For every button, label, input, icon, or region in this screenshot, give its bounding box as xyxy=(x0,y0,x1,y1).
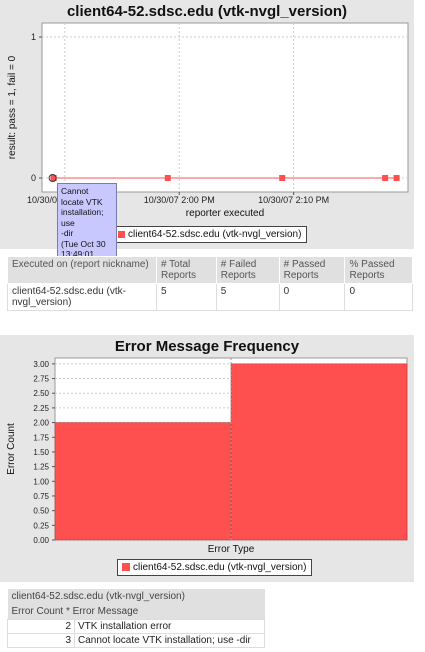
error-table-row: 2 VTK installation error xyxy=(7,619,265,634)
legend-label: client64-52.sdsc.edu (vtk-nvgl_version) xyxy=(128,229,302,240)
error-count-cell: 2 xyxy=(7,619,75,634)
tooltip-line: locate VTK xyxy=(61,196,103,207)
summary-cell: 0 xyxy=(344,283,413,311)
summary-cell: client64-52.sdsc.edu (vtk-nvgl_version) xyxy=(7,283,157,311)
bar xyxy=(230,363,408,541)
error-table-row: 3 Cannot locate VTK installation; use -di… xyxy=(7,633,265,648)
y-tick-label: 2.25 xyxy=(33,404,49,413)
y-tick-label: 0.75 xyxy=(33,492,49,501)
result-chart-legend: client64-52.sdsc.edu (vtk-nvgl_version) xyxy=(113,226,308,243)
legend-swatch xyxy=(122,563,130,572)
error-chart-title: Error Message Frequency xyxy=(114,338,300,355)
summary-table: Executed on (report nickname) # Total Rep… xyxy=(7,256,413,311)
y-tick-label: 2.00 xyxy=(33,419,49,428)
data-point xyxy=(164,175,171,181)
y-tick-label: 0.00 xyxy=(33,536,49,545)
error-frequency-panel: Error Message Frequency 0.00 0.25 0.50 0.75… xyxy=(0,335,414,582)
bar xyxy=(54,422,232,541)
error-chart-legend: client64-52.sdsc.edu (vtk-nvgl_version) xyxy=(117,559,313,576)
y-tick-label: 2.75 xyxy=(33,375,49,384)
tooltip-line: Cannot xyxy=(61,186,89,196)
x-axis-label: reporter executed xyxy=(186,208,264,219)
x-tick-label: 10/30/07 2:00 PM xyxy=(144,195,215,205)
data-point xyxy=(279,175,286,181)
y-tick-label: 1.75 xyxy=(33,433,49,442)
cursor-hand-icon xyxy=(48,174,57,182)
legend-label: client64-52.sdsc.edu (vtk-nvgl_version) xyxy=(133,562,307,573)
result-chart-title: client64-52.sdsc.edu (vtk-nvgl_version) xyxy=(66,3,348,20)
x-tick-label: 10/30/07 2:10 PM xyxy=(258,195,329,205)
tooltip-line: use xyxy=(61,217,75,228)
y-tick-label: 0.50 xyxy=(33,507,49,516)
tooltip-line: 13:49:01 xyxy=(61,249,95,259)
error-message-table: client64-52.sdsc.edu (vtk-nvgl_version) … xyxy=(7,589,265,648)
error-count-cell: 3 xyxy=(7,633,75,648)
data-point xyxy=(50,175,57,181)
y-tick-label: 1.50 xyxy=(33,448,49,457)
x-axis-label: Error Type xyxy=(208,544,255,555)
summary-table-row: client64-52.sdsc.edu (vtk-nvgl_version) 5… xyxy=(7,283,413,311)
error-table-title: client64-52.sdsc.edu (vtk-nvgl_version) xyxy=(7,589,265,604)
x-tick-label: 10/30/0 xyxy=(27,195,57,205)
y-tick-label: 2.50 xyxy=(33,389,49,398)
summary-column-header: # Failed Reports xyxy=(215,256,280,284)
y-tick-label: 0.25 xyxy=(33,521,49,530)
tooltip-line: installation; xyxy=(61,207,104,217)
error-chart-svg: 0.00 0.25 0.50 0.75 1.00 1.25 1.50 1.75 2.00 2.25… xyxy=(6,357,408,555)
summary-column-header: # Total Reports xyxy=(156,256,217,284)
y-tick-label: 1.25 xyxy=(33,463,49,472)
summary-column-header: % Passed Reports xyxy=(344,256,413,284)
y-tick-label: 1 xyxy=(31,32,36,42)
y-axis-label: Error Count xyxy=(6,423,17,475)
error-table-header: Error Count * Error Message xyxy=(7,604,265,620)
error-message-cell: VTK installation error xyxy=(74,619,265,634)
plot-area xyxy=(41,22,409,193)
result-chart-svg: 10/30/0 10/30/07 2:00 PM 10/30/07 2:10 PM 0… xyxy=(7,22,409,219)
error-message-cell: Cannot locate VTK installation; use -dir xyxy=(74,633,265,648)
summary-cell: 5 xyxy=(156,283,217,311)
y-tick-label: 1.00 xyxy=(33,477,49,486)
data-point xyxy=(382,175,389,181)
summary-column-header: Executed on (report nickname) xyxy=(7,256,157,284)
summary-column-header: # Passed Reports xyxy=(278,256,346,284)
summary-cell: 5 xyxy=(215,283,280,311)
legend-swatch xyxy=(118,230,125,238)
summary-table-header: Executed on (report nickname) # Total Rep… xyxy=(7,256,413,284)
y-tick-label: 3.00 xyxy=(33,360,49,369)
tooltip-line: -dir xyxy=(61,228,74,238)
summary-cell: 0 xyxy=(278,283,346,311)
y-axis-label: result: pass = 1, fail = 0 xyxy=(7,55,18,159)
y-tick-label: 0 xyxy=(31,173,36,183)
data-point xyxy=(393,175,400,181)
tooltip-line: (Tue Oct 30 xyxy=(61,238,106,249)
